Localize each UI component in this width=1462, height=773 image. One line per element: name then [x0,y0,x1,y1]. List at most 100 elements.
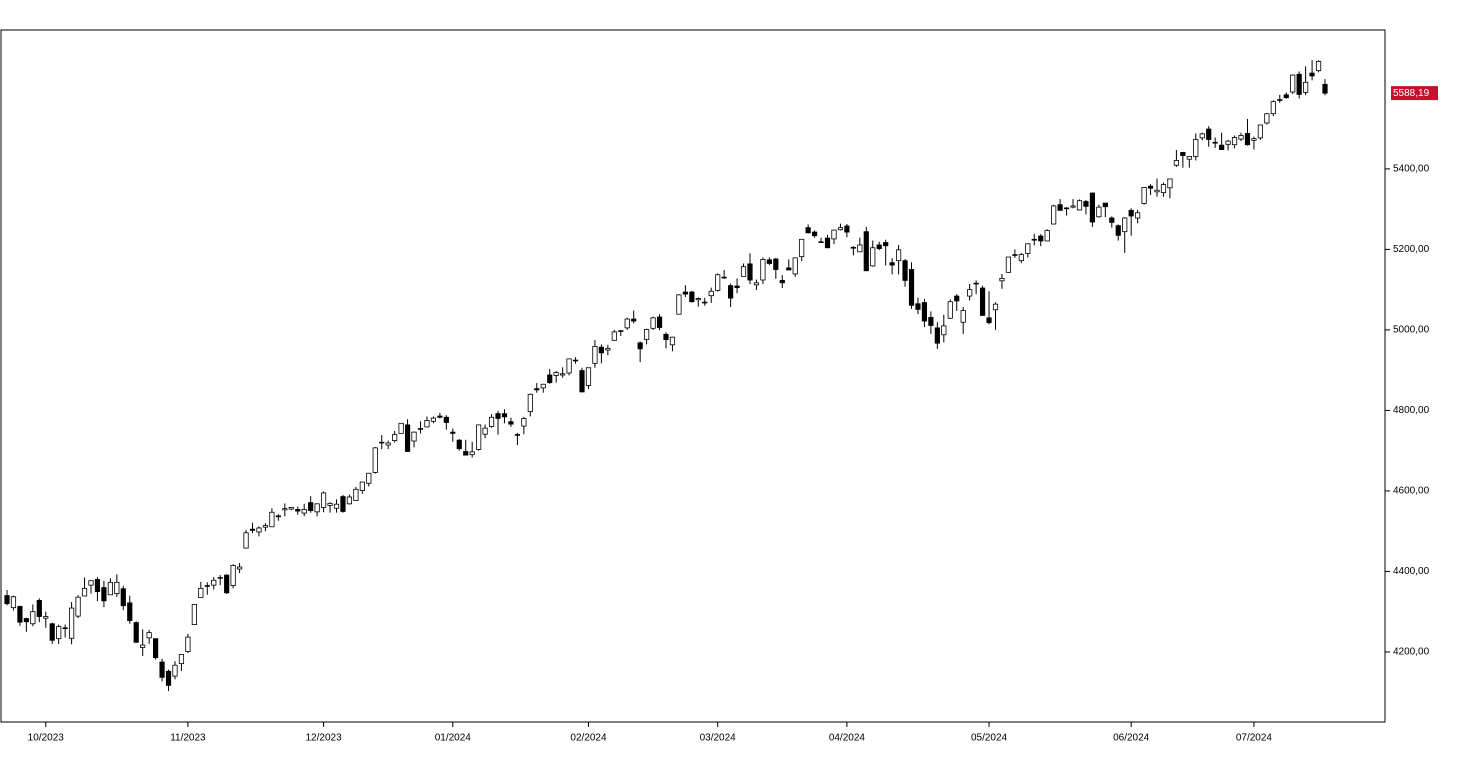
candle-body [372,447,378,473]
candle-body [1025,243,1031,254]
candle-body [1257,124,1263,139]
candle-body [521,418,527,427]
candle-body [560,373,566,376]
candle-body [1005,256,1012,273]
candle-body [476,424,482,450]
candle-body [340,496,346,512]
candle-body [566,358,572,374]
candle-body [579,370,585,393]
y-tick-label: 4400,00 [1393,566,1430,577]
candle-body [346,496,353,505]
candle-body [424,420,430,428]
candle-body [127,602,133,621]
candle-body [379,441,385,444]
candle-body [1225,140,1231,145]
candle-body [275,515,281,518]
candle-body [178,653,185,665]
candle-body [482,427,488,435]
candle-body [230,565,236,586]
x-tick-label: 04/2024 [829,733,866,744]
candle-body [1244,133,1251,146]
candle-body [120,588,126,607]
y-tick-label: 4200,00 [1393,647,1430,658]
candle-body [1154,189,1160,193]
candle-body [165,670,172,686]
candle-body [385,442,391,446]
candle-body [314,503,320,513]
candle-body [514,434,520,436]
candle-body [443,416,449,423]
candle-body [392,434,398,442]
candle-body [36,600,42,617]
candle-body [663,333,669,340]
x-tick-label: 03/2024 [700,733,737,744]
candle-body [895,249,902,262]
candle-body [359,481,365,491]
candle-body [43,616,49,619]
candle-body [217,577,223,579]
candle-body [172,664,178,677]
candle-body [682,291,688,295]
candle-body [534,388,540,391]
candle-body [411,431,417,442]
candle-body [69,607,75,639]
candle-body [1051,205,1057,225]
candle-body [792,257,798,275]
candle-body [954,295,960,302]
candle-body [501,413,508,418]
y-tick-label: 4800,00 [1393,405,1430,416]
candle-body [204,585,210,587]
candle-body [256,527,262,533]
candle-body [30,611,36,625]
candle-body [1018,254,1024,262]
candle-body [721,276,727,279]
candle-body [960,310,966,323]
x-tick-label: 10/2023 [28,733,65,744]
candle-body [689,291,695,303]
candle-body [262,525,269,528]
candle-body [547,374,553,384]
candle-body [198,587,204,599]
y-tick-label: 5000,00 [1393,325,1430,336]
candle-body [1122,217,1128,233]
candle-body [243,532,249,549]
candle-body [224,574,230,594]
candle-body [1186,156,1192,160]
candle-body [1167,178,1173,189]
candle-body [889,262,895,266]
x-tick-label: 11/2023 [170,733,206,744]
candle-body [4,595,10,605]
candle-body [947,301,953,319]
candle-body [366,472,372,484]
candle-body [824,237,831,249]
candle-body [999,277,1005,282]
candle-body [211,579,217,586]
candle-body [1070,205,1076,208]
candle-body [1283,94,1289,99]
candle-body [740,266,747,277]
last-price-label: 5588,19 [1393,88,1430,99]
candle-body [1180,151,1186,156]
candle-body [857,244,863,253]
candle-body [404,424,411,452]
candle-body [114,581,120,594]
candle-body [1031,238,1037,241]
candle-body [728,285,734,299]
candle-body [799,238,805,258]
candle-body [992,303,999,311]
candle-body [921,302,928,322]
x-tick-label: 12/2023 [306,733,343,744]
candle-body [973,282,979,285]
candle-body [62,627,68,630]
candle-body [1270,101,1276,115]
candle-body [844,225,850,233]
candle-body [107,581,113,596]
candle-body [1199,133,1205,139]
candle-body [708,290,714,297]
candle-body [185,636,191,652]
candle-body [17,606,23,623]
candle-body [456,439,462,450]
candle-body [236,566,243,570]
candle-body [572,359,579,362]
